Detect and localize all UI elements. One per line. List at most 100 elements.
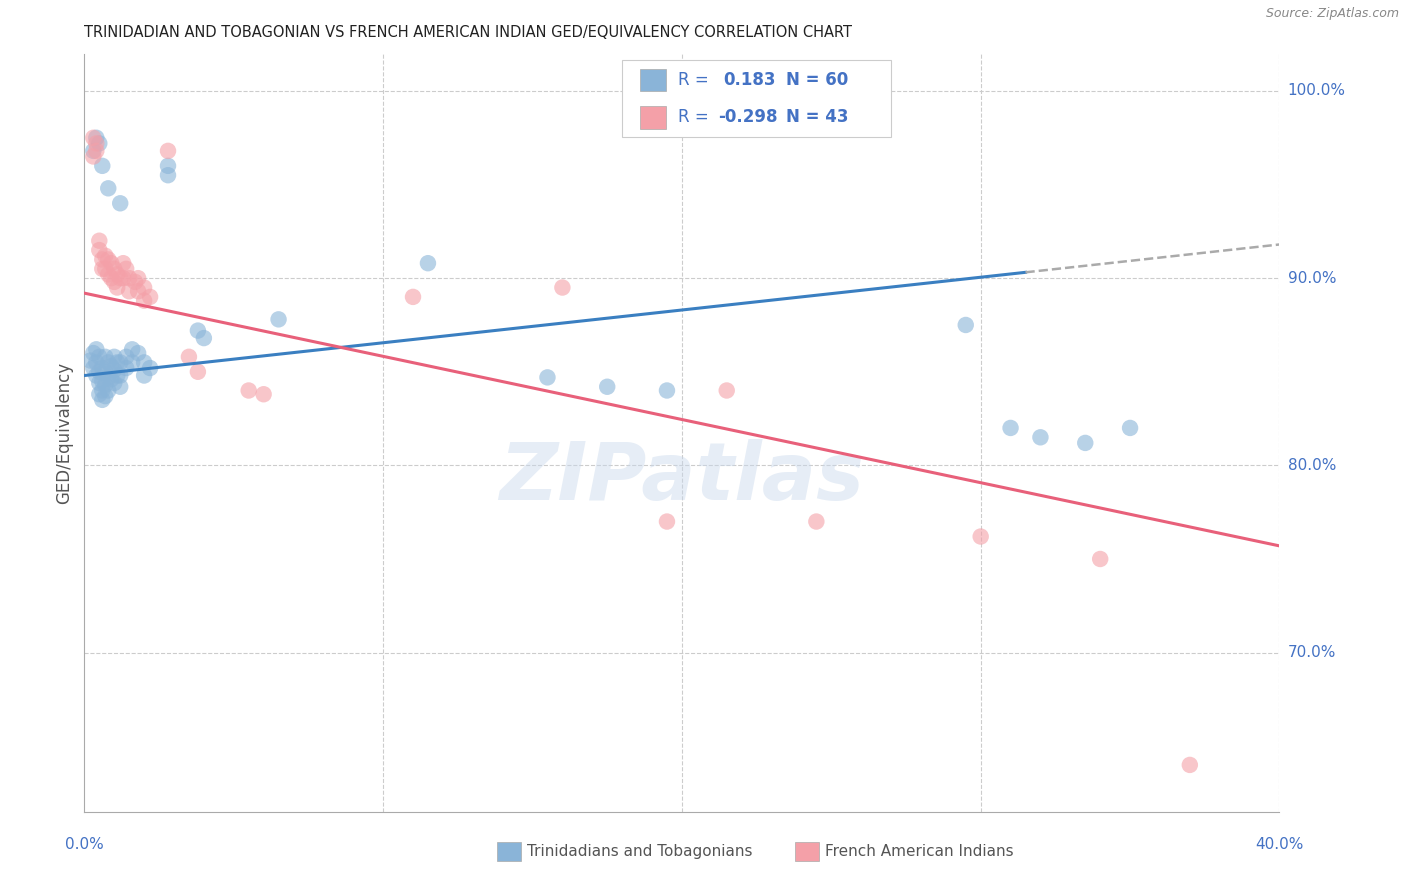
Point bbox=[655, 515, 678, 529]
Point bbox=[596, 380, 619, 394]
Point bbox=[806, 515, 828, 529]
Point bbox=[94, 389, 117, 403]
Point bbox=[89, 234, 111, 248]
Point bbox=[91, 361, 114, 376]
Text: 0.183: 0.183 bbox=[724, 71, 776, 89]
Point bbox=[132, 368, 156, 383]
Point bbox=[187, 324, 209, 338]
Point bbox=[124, 275, 146, 289]
Point bbox=[955, 318, 977, 332]
Point bbox=[97, 268, 120, 282]
Point bbox=[91, 392, 114, 407]
Point bbox=[82, 361, 104, 376]
Point bbox=[97, 384, 120, 398]
Text: 70.0%: 70.0% bbox=[1288, 645, 1336, 660]
Point bbox=[103, 350, 125, 364]
Point bbox=[105, 355, 128, 369]
Point bbox=[105, 268, 128, 282]
Point bbox=[82, 144, 104, 158]
Point bbox=[100, 372, 122, 386]
Point bbox=[970, 529, 993, 543]
Text: -0.298: -0.298 bbox=[718, 108, 778, 126]
Point bbox=[110, 196, 132, 211]
Point bbox=[86, 368, 108, 383]
Point bbox=[132, 280, 156, 294]
Point bbox=[121, 355, 143, 369]
Point bbox=[82, 130, 104, 145]
Point bbox=[103, 261, 125, 276]
Point bbox=[86, 343, 108, 357]
Point bbox=[177, 350, 200, 364]
Point bbox=[97, 252, 120, 267]
Point bbox=[157, 168, 180, 182]
Point bbox=[89, 376, 111, 390]
Point bbox=[103, 363, 125, 377]
Point bbox=[89, 365, 111, 379]
Point bbox=[100, 256, 122, 270]
Point bbox=[127, 285, 149, 299]
Text: R =: R = bbox=[678, 108, 709, 126]
Point bbox=[253, 387, 276, 401]
Point bbox=[89, 387, 111, 401]
Point bbox=[139, 290, 162, 304]
Point bbox=[1178, 758, 1201, 772]
FancyBboxPatch shape bbox=[623, 60, 891, 137]
Point bbox=[91, 261, 114, 276]
Point bbox=[105, 368, 128, 383]
Point bbox=[112, 271, 135, 285]
FancyBboxPatch shape bbox=[496, 842, 520, 861]
Point bbox=[112, 256, 135, 270]
Point bbox=[121, 343, 143, 357]
Point bbox=[127, 271, 149, 285]
Point bbox=[716, 384, 738, 398]
Point bbox=[416, 256, 439, 270]
Point bbox=[94, 350, 117, 364]
Point bbox=[91, 384, 114, 398]
FancyBboxPatch shape bbox=[640, 106, 666, 128]
Text: 90.0%: 90.0% bbox=[1288, 270, 1336, 285]
Point bbox=[110, 355, 132, 369]
Point bbox=[115, 361, 138, 376]
Point bbox=[115, 350, 138, 364]
Text: 0.0%: 0.0% bbox=[65, 837, 104, 852]
Text: N = 43: N = 43 bbox=[786, 108, 848, 126]
Point bbox=[91, 374, 114, 388]
Point bbox=[86, 130, 108, 145]
Point bbox=[536, 370, 558, 384]
Point bbox=[91, 252, 114, 267]
Text: 40.0%: 40.0% bbox=[1256, 837, 1303, 852]
Point bbox=[103, 275, 125, 289]
Point bbox=[551, 280, 574, 294]
Point bbox=[118, 271, 141, 285]
Point bbox=[89, 350, 111, 364]
Point bbox=[1074, 436, 1097, 450]
Point bbox=[94, 249, 117, 263]
Point bbox=[89, 136, 111, 151]
Text: TRINIDADIAN AND TOBAGONIAN VS FRENCH AMERICAN INDIAN GED/EQUIVALENCY CORRELATION: TRINIDADIAN AND TOBAGONIAN VS FRENCH AME… bbox=[84, 25, 852, 40]
FancyBboxPatch shape bbox=[796, 842, 820, 861]
Point bbox=[94, 261, 117, 276]
Point bbox=[103, 376, 125, 390]
Point bbox=[157, 144, 180, 158]
Text: Source: ZipAtlas.com: Source: ZipAtlas.com bbox=[1265, 7, 1399, 21]
Point bbox=[187, 365, 209, 379]
Point bbox=[110, 380, 132, 394]
Point bbox=[94, 365, 117, 379]
Point bbox=[97, 355, 120, 369]
Point bbox=[86, 355, 108, 369]
Text: Trinidadians and Tobagonians: Trinidadians and Tobagonians bbox=[527, 844, 752, 859]
Y-axis label: GED/Equivalency: GED/Equivalency bbox=[55, 361, 73, 504]
Point bbox=[89, 243, 111, 257]
Point bbox=[1029, 430, 1052, 444]
Point bbox=[100, 271, 122, 285]
Point bbox=[402, 290, 425, 304]
FancyBboxPatch shape bbox=[640, 69, 666, 92]
Point bbox=[127, 346, 149, 360]
Point bbox=[110, 271, 132, 285]
Point bbox=[267, 312, 290, 326]
Point bbox=[110, 368, 132, 383]
Point bbox=[94, 377, 117, 392]
Point bbox=[79, 353, 101, 368]
Point bbox=[82, 149, 104, 163]
Point bbox=[97, 181, 120, 195]
